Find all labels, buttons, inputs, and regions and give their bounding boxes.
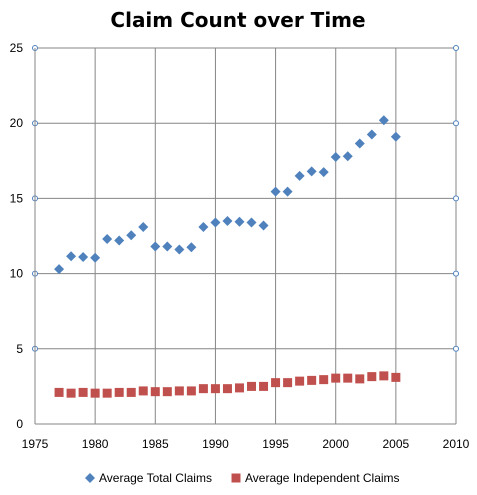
total-claims-point — [246, 217, 257, 228]
total-claims-point — [198, 221, 209, 232]
independent-claims-point — [210, 384, 220, 394]
y-tick-label: 0 — [16, 417, 23, 431]
y-tick-label: 25 — [10, 41, 24, 55]
independent-claims-point — [54, 387, 64, 397]
independent-claims-point — [78, 387, 88, 397]
independent-claims-point — [367, 372, 377, 382]
independent-claims-point — [174, 386, 184, 396]
tick-labels: 1975 1980 1985 1990 1995 2000 2005 2010 0 5 10 15 20… — [10, 41, 470, 451]
total-claims-point — [186, 242, 197, 253]
x-tick-label: 2000 — [322, 437, 349, 451]
independent-claims-point — [307, 375, 317, 385]
x-tick-label: 2010 — [443, 437, 470, 451]
independent-claims-point — [186, 386, 196, 396]
y-tick-label: 10 — [10, 267, 24, 281]
independent-claims-point — [222, 384, 232, 394]
x-tick-label: 1980 — [82, 437, 109, 451]
total-claims-point — [210, 217, 221, 228]
independent-claims-point — [150, 387, 160, 397]
series-average-total-claims — [54, 115, 401, 275]
legend-item: Average Independent Claims — [231, 471, 400, 485]
x-tick-label: 1985 — [142, 437, 169, 451]
independent-claims-point — [234, 383, 244, 393]
independent-claims-point — [259, 381, 269, 391]
total-claims-point — [354, 138, 365, 149]
total-claims-point — [342, 151, 353, 162]
independent-claims-point — [138, 386, 148, 396]
axis-end-marker — [453, 270, 459, 277]
independent-claims-point — [379, 371, 389, 381]
total-claims-point — [138, 221, 149, 232]
total-claims-point — [114, 235, 125, 246]
legend-label: Average Independent Claims — [245, 471, 400, 485]
legend-label: Average Total Claims — [99, 471, 212, 485]
legend-marker-square — [231, 473, 241, 483]
total-claims-point — [306, 166, 317, 177]
chart-title: Claim Count over Time — [110, 8, 365, 32]
total-claims-point — [78, 252, 89, 263]
total-claims-point — [102, 234, 113, 245]
total-claims-point — [330, 152, 341, 163]
total-claims-point — [234, 216, 245, 227]
independent-claims-point — [283, 378, 293, 388]
total-claims-point — [366, 129, 377, 140]
total-claims-point — [390, 131, 401, 142]
total-claims-point — [66, 251, 77, 262]
total-claims-point — [378, 115, 389, 126]
x-tick-label: 1975 — [22, 437, 49, 451]
independent-claims-point — [126, 387, 136, 397]
x-tick-label: 1990 — [202, 437, 229, 451]
total-claims-point — [54, 264, 65, 275]
independent-claims-point — [391, 372, 401, 382]
total-claims-point — [282, 186, 293, 197]
independent-claims-point — [295, 376, 305, 386]
independent-claims-point — [114, 387, 124, 397]
legend-item: Average Total Claims — [85, 471, 212, 485]
independent-claims-point — [162, 387, 172, 397]
axis-end-marker — [453, 45, 459, 51]
independent-claims-point — [66, 388, 76, 398]
total-claims-point — [90, 252, 101, 263]
independent-claims-point — [343, 373, 353, 383]
independent-claims-point — [247, 381, 257, 391]
independent-claims-point — [198, 384, 208, 394]
y-tick-label: 15 — [10, 191, 24, 205]
total-claims-point — [318, 167, 329, 178]
independent-claims-point — [90, 388, 100, 398]
y-tick-label: 5 — [16, 342, 23, 356]
total-claims-point — [162, 241, 173, 252]
x-tick-label: 1995 — [262, 437, 289, 451]
total-claims-point — [222, 215, 233, 226]
legend-marker-diamond — [85, 473, 95, 483]
axis-end-marker — [453, 345, 459, 352]
independent-claims-point — [319, 375, 329, 385]
grid-lines — [32, 45, 459, 425]
axis-end-marker — [453, 195, 459, 202]
data-points — [54, 115, 401, 398]
legend: Average Total Claims Average Independent … — [85, 471, 400, 485]
independent-claims-point — [102, 388, 112, 398]
total-claims-point — [150, 241, 161, 252]
total-claims-point — [270, 186, 281, 197]
independent-claims-point — [271, 378, 281, 388]
independent-claims-point — [355, 374, 365, 384]
independent-claims-point — [331, 373, 341, 383]
series-average-independent-claims — [54, 371, 401, 398]
y-tick-label: 20 — [10, 116, 24, 130]
axis-end-marker — [453, 120, 459, 127]
total-claims-point — [294, 170, 305, 181]
total-claims-point — [174, 244, 185, 255]
total-claims-point — [126, 230, 137, 241]
total-claims-point — [258, 220, 269, 231]
x-tick-label: 2005 — [383, 437, 410, 451]
